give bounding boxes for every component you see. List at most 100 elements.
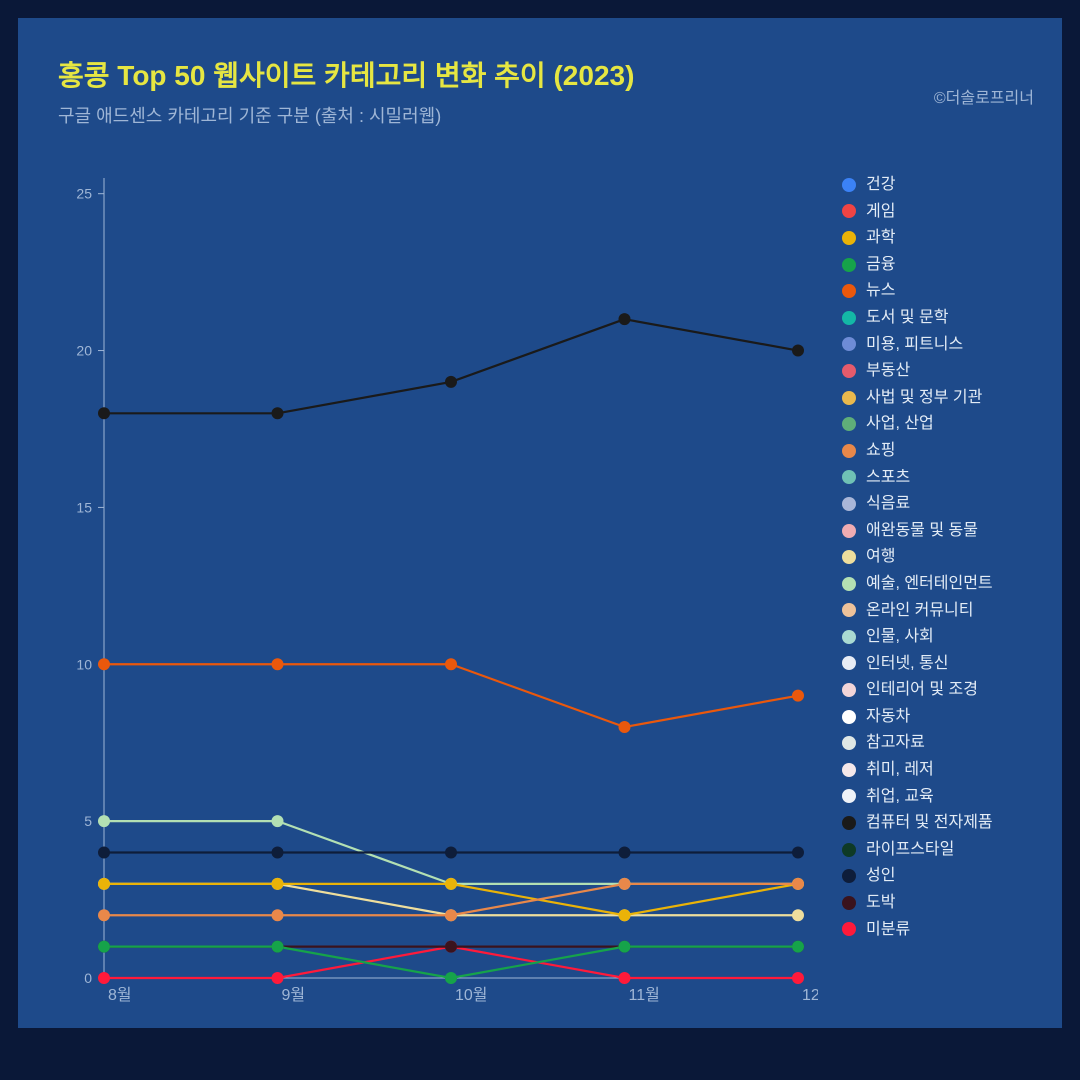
series-marker-icon xyxy=(98,815,110,827)
legend-item[interactable]: 취미, 레저 xyxy=(842,761,1034,779)
legend-marker-icon xyxy=(842,683,856,697)
legend-item[interactable]: 인물, 사회 xyxy=(842,628,1034,646)
legend-item[interactable]: 라이프스타일 xyxy=(842,841,1034,859)
legend: 건강게임과학금융뉴스도서 및 문학미용, 피트니스부동산사법 및 정부 기관사업… xyxy=(842,148,1034,1018)
legend-label: 인테리어 및 조경 xyxy=(866,681,978,699)
legend-label: 금융 xyxy=(866,256,895,274)
legend-label: 스포츠 xyxy=(866,469,910,487)
legend-item[interactable]: 애완동물 및 동물 xyxy=(842,522,1034,540)
legend-marker-icon xyxy=(842,630,856,644)
legend-label: 인터넷, 통신 xyxy=(866,655,949,673)
legend-label: 도서 및 문학 xyxy=(866,309,949,327)
x-tick-label: 8월 xyxy=(108,986,132,1004)
legend-label: 사업, 산업 xyxy=(866,415,934,433)
series-marker-icon xyxy=(272,941,284,953)
legend-item[interactable]: 참고자료 xyxy=(842,734,1034,752)
legend-label: 예술, 엔터테인먼트 xyxy=(866,575,993,593)
legend-item[interactable]: 도서 및 문학 xyxy=(842,309,1034,327)
legend-label: 취미, 레저 xyxy=(866,761,934,779)
legend-item[interactable]: 금융 xyxy=(842,256,1034,274)
series-marker-icon xyxy=(98,909,110,921)
legend-label: 과학 xyxy=(866,229,895,247)
legend-item[interactable]: 부동산 xyxy=(842,362,1034,380)
legend-marker-icon xyxy=(842,736,856,750)
series-marker-icon xyxy=(272,909,284,921)
legend-label: 인물, 사회 xyxy=(866,628,934,646)
legend-marker-icon xyxy=(842,364,856,378)
legend-marker-icon xyxy=(842,603,856,617)
legend-item[interactable]: 건강 xyxy=(842,176,1034,194)
series-marker-icon xyxy=(445,972,457,984)
series-marker-icon xyxy=(792,847,804,859)
legend-item[interactable]: 성인 xyxy=(842,867,1034,885)
legend-marker-icon xyxy=(842,869,856,883)
legend-marker-icon xyxy=(842,444,856,458)
legend-marker-icon xyxy=(842,763,856,777)
legend-label: 온라인 커뮤니티 xyxy=(866,602,974,620)
legend-item[interactable]: 컴퓨터 및 전자제품 xyxy=(842,814,1034,832)
attribution-label: ©더솔로프리너 xyxy=(934,84,1034,108)
legend-item[interactable]: 인터넷, 통신 xyxy=(842,655,1034,673)
legend-marker-icon xyxy=(842,497,856,511)
legend-marker-icon xyxy=(842,391,856,405)
legend-item[interactable]: 과학 xyxy=(842,229,1034,247)
series-marker-icon xyxy=(98,941,110,953)
series-marker-icon xyxy=(272,815,284,827)
series-marker-icon xyxy=(98,878,110,890)
series-marker-icon xyxy=(619,909,631,921)
x-tick-label: 9월 xyxy=(282,986,306,1004)
legend-item[interactable]: 미분류 xyxy=(842,921,1034,939)
legend-marker-icon xyxy=(842,816,856,830)
series-marker-icon xyxy=(98,972,110,984)
series-marker-icon xyxy=(272,658,284,670)
legend-marker-icon xyxy=(842,789,856,803)
legend-marker-icon xyxy=(842,710,856,724)
series-marker-icon xyxy=(619,847,631,859)
series-line xyxy=(104,319,798,413)
legend-label: 성인 xyxy=(866,867,895,885)
chart-title: 홍콩 Top 50 웹사이트 카테고리 변화 추이 (2023) xyxy=(58,54,1034,94)
legend-item[interactable]: 스포츠 xyxy=(842,469,1034,487)
legend-marker-icon xyxy=(842,417,856,431)
legend-item[interactable]: 식음료 xyxy=(842,495,1034,513)
legend-label: 자동차 xyxy=(866,708,910,726)
legend-item[interactable]: 여행 xyxy=(842,548,1034,566)
legend-marker-icon xyxy=(842,204,856,218)
legend-item[interactable]: 게임 xyxy=(842,203,1034,221)
series-marker-icon xyxy=(792,972,804,984)
legend-marker-icon xyxy=(842,470,856,484)
chart-subtitle: 구글 애드센스 카테고리 기준 구분 (출처 : 시밀러웹) xyxy=(58,102,1034,128)
legend-item[interactable]: 사업, 산업 xyxy=(842,415,1034,433)
legend-item[interactable]: 자동차 xyxy=(842,708,1034,726)
legend-item[interactable]: 미용, 피트니스 xyxy=(842,336,1034,354)
legend-label: 애완동물 및 동물 xyxy=(866,522,978,540)
legend-marker-icon xyxy=(842,656,856,670)
legend-label: 도박 xyxy=(866,894,895,912)
legend-label: 쇼핑 xyxy=(866,442,895,460)
series-marker-icon xyxy=(619,972,631,984)
legend-marker-icon xyxy=(842,337,856,351)
legend-item[interactable]: 도박 xyxy=(842,894,1034,912)
y-tick-label: 20 xyxy=(76,343,92,359)
legend-item[interactable]: 쇼핑 xyxy=(842,442,1034,460)
series-marker-icon xyxy=(98,847,110,859)
legend-label: 취업, 교육 xyxy=(866,788,934,806)
legend-label: 미용, 피트니스 xyxy=(866,336,963,354)
legend-item[interactable]: 온라인 커뮤니티 xyxy=(842,602,1034,620)
series-marker-icon xyxy=(619,941,631,953)
legend-item[interactable]: 취업, 교육 xyxy=(842,788,1034,806)
series-marker-icon xyxy=(445,878,457,890)
series-marker-icon xyxy=(445,376,457,388)
legend-marker-icon xyxy=(842,577,856,591)
legend-marker-icon xyxy=(842,550,856,564)
legend-label: 게임 xyxy=(866,203,895,221)
x-tick-label: 12월 xyxy=(802,986,818,1004)
legend-label: 라이프스타일 xyxy=(866,841,954,859)
legend-label: 건강 xyxy=(866,176,895,194)
series-marker-icon xyxy=(445,658,457,670)
series-marker-icon xyxy=(272,847,284,859)
legend-item[interactable]: 사법 및 정부 기관 xyxy=(842,389,1034,407)
legend-item[interactable]: 뉴스 xyxy=(842,282,1034,300)
legend-item[interactable]: 예술, 엔터테인먼트 xyxy=(842,575,1034,593)
legend-item[interactable]: 인테리어 및 조경 xyxy=(842,681,1034,699)
